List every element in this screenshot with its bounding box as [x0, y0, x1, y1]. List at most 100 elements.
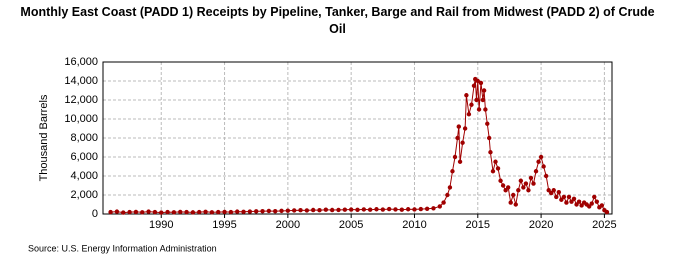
data-point: [490, 169, 496, 174]
data-point: [355, 207, 360, 213]
data-point: [464, 93, 469, 98]
data-point: [528, 175, 534, 181]
data-point: [476, 107, 482, 112]
data-point: [466, 112, 472, 117]
data-point: [127, 209, 132, 215]
data-point: [152, 209, 158, 215]
y-tick-label: 2,000: [70, 189, 98, 201]
data-point: [367, 207, 373, 212]
data-point: [133, 209, 139, 215]
data-point: [260, 208, 265, 214]
data-point: [222, 209, 227, 215]
data-point: [455, 135, 460, 141]
data-point: [566, 194, 572, 200]
y-tick-label: 8,000: [70, 132, 98, 144]
data-point: [108, 209, 113, 215]
data-point: [554, 194, 559, 200]
x-tick-label: 1995: [212, 219, 236, 231]
data-point: [495, 166, 501, 171]
x-tick-label: 1990: [149, 219, 173, 231]
data-point: [480, 97, 486, 103]
data-point: [447, 185, 453, 190]
data-point: [576, 199, 582, 204]
data-point: [235, 209, 240, 214]
data-point: [516, 188, 521, 193]
data-line: [110, 79, 608, 214]
data-point: [452, 154, 458, 160]
data-point: [493, 159, 498, 164]
data-point: [483, 107, 488, 112]
y-tick-label: 12,000: [64, 94, 98, 106]
x-tick-label: 2025: [592, 219, 616, 231]
data-point: [203, 209, 208, 215]
data-point: [579, 203, 584, 208]
data-point: [386, 206, 392, 212]
data-point: [551, 188, 556, 193]
data-point: [538, 154, 544, 160]
data-point: [523, 181, 529, 186]
data-point: [437, 204, 443, 209]
data-point: [456, 124, 461, 129]
data-point: [559, 197, 564, 202]
data-point: [561, 194, 567, 200]
data-point: [114, 209, 120, 214]
data-point: [587, 204, 592, 209]
data-point: [599, 203, 605, 208]
data-point: [361, 207, 367, 212]
data-point: [342, 207, 348, 212]
y-tick-label: 16,000: [64, 56, 98, 68]
data-point: [556, 189, 562, 195]
data-point: [393, 207, 398, 212]
data-point: [592, 194, 597, 200]
data-point: [513, 202, 518, 207]
data-point: [571, 196, 577, 201]
data-point: [500, 183, 506, 188]
data-point: [457, 159, 463, 164]
data-point: [254, 209, 259, 214]
data-point: [228, 209, 234, 215]
data-point: [197, 209, 202, 215]
data-point: [543, 173, 549, 179]
data-point: [536, 159, 541, 164]
data-point: [478, 80, 484, 86]
data-point: [424, 206, 430, 211]
data-point: [541, 164, 546, 169]
x-tick-label: 2005: [339, 219, 363, 231]
data-point: [526, 188, 531, 193]
data-point: [336, 207, 341, 213]
data-point: [247, 209, 253, 214]
data-point: [486, 135, 492, 141]
data-point: [285, 208, 291, 213]
data-point: [304, 208, 310, 213]
x-tick-label: 2010: [402, 219, 426, 231]
data-point: [569, 199, 574, 204]
chart-title: Monthly East Coast (PADD 1) Receipts by …: [20, 5, 655, 36]
data-point: [418, 206, 424, 212]
data-point: [462, 126, 468, 131]
data-point: [471, 83, 477, 88]
data-point: [266, 208, 272, 214]
data-point: [518, 178, 524, 183]
data-point: [317, 208, 322, 213]
data-point: [216, 209, 221, 215]
data-point: [505, 185, 511, 190]
y-tick-label: 14,000: [64, 75, 98, 87]
data-point: [178, 209, 183, 215]
data-point: [412, 207, 417, 212]
data-point: [184, 209, 189, 215]
data-point: [348, 207, 354, 212]
data-point: [485, 121, 490, 126]
data-point: [405, 207, 411, 212]
data-point: [190, 210, 196, 215]
data-point: [329, 207, 335, 213]
y-tick-label: 10,000: [64, 113, 98, 125]
data-point: [574, 202, 579, 207]
y-tick-label: 6,000: [70, 151, 98, 163]
x-tick-label: 2015: [466, 219, 490, 231]
y-tick-label: 4,000: [70, 170, 98, 182]
data-point: [146, 209, 151, 214]
data-point: [380, 207, 386, 212]
data-point: [511, 192, 516, 198]
